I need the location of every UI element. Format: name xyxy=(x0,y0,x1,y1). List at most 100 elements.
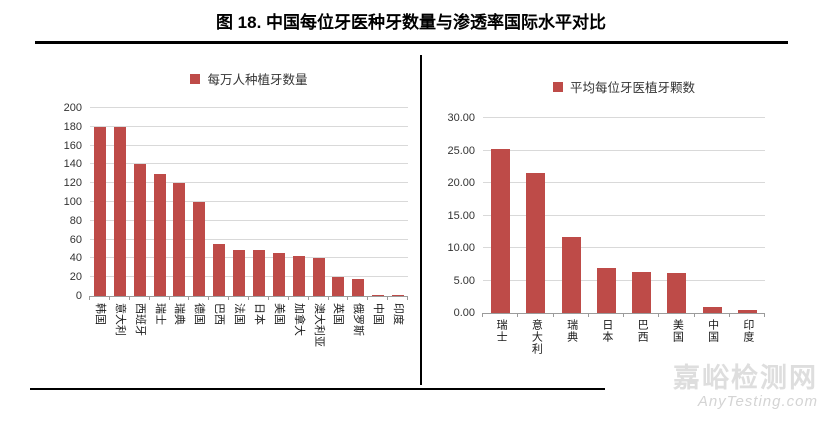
x-tick xyxy=(307,296,309,300)
bar xyxy=(93,126,106,296)
gridline xyxy=(90,219,408,221)
bar-slot xyxy=(170,108,190,296)
bar xyxy=(491,148,511,313)
watermark-english: AnyTesting.com xyxy=(697,392,818,410)
x-tick xyxy=(482,313,483,317)
x-axis-label-cell: 美国 xyxy=(659,319,694,355)
bar xyxy=(526,173,546,313)
x-axis-label-cell: 意大利 xyxy=(518,319,553,355)
bottom-rule xyxy=(30,388,605,390)
x-tick xyxy=(188,296,190,300)
x-axis-label: 俄罗斯 xyxy=(352,303,365,336)
bar xyxy=(392,294,405,296)
y-axis-label: 15.00 xyxy=(447,209,475,222)
bar-slot xyxy=(269,108,289,296)
bar-slot xyxy=(624,118,659,313)
x-axis-label-cell: 中国 xyxy=(368,302,388,376)
x-axis-label: 美国 xyxy=(671,319,684,343)
left-chart: 每万人种植牙数量 0 20 40 60 80 100 120 140 160 180 200 韩国 意大… xyxy=(30,55,415,400)
x-axis-labels: 韩国 意大利 西班牙 瑞士 瑞典 德国 巴西 法国 日本 美国 加拿大 澳大利亚 英国 俄罗斯 中国 印度 xyxy=(90,302,408,376)
x-tick xyxy=(623,313,624,317)
x-tick xyxy=(764,313,765,317)
x-axis-label: 中国 xyxy=(706,319,719,343)
x-axis-label: 日本 xyxy=(252,303,265,325)
bar xyxy=(153,173,166,296)
x-tick xyxy=(347,296,349,300)
x-axis-label: 瑞士 xyxy=(153,303,166,325)
x-axis-label-cell: 俄罗斯 xyxy=(348,302,368,376)
x-axis-label-cell: 韩国 xyxy=(90,302,110,376)
bar xyxy=(702,306,722,313)
gridline xyxy=(483,247,765,249)
x-axis-label-cell: 瑞典 xyxy=(554,319,589,355)
gridline xyxy=(90,257,408,259)
bar-slot xyxy=(130,108,150,296)
x-axis-label: 西班牙 xyxy=(133,303,146,336)
bar xyxy=(312,258,325,296)
x-axis-label-cell: 法国 xyxy=(229,302,249,376)
bar xyxy=(596,267,616,313)
gridline xyxy=(483,279,765,281)
gridline xyxy=(483,182,765,184)
x-tick xyxy=(327,296,329,300)
x-axis-label: 印度 xyxy=(741,319,754,343)
bar xyxy=(352,279,365,296)
x-axis-label: 巴西 xyxy=(636,319,649,343)
x-axis-label-cell: 印度 xyxy=(388,302,408,376)
x-tick xyxy=(693,313,695,317)
y-axis-label: 160 xyxy=(63,139,82,152)
x-axis-label: 印度 xyxy=(392,303,405,325)
bar-slot xyxy=(209,108,229,296)
bar-slot xyxy=(659,118,694,313)
left-chart-legend: 每万人种植牙数量 xyxy=(90,69,408,88)
gridline xyxy=(90,125,408,127)
x-tick xyxy=(248,296,249,300)
x-axis-label: 意大利 xyxy=(113,303,126,336)
bar xyxy=(113,126,126,296)
y-axis-label: 100 xyxy=(63,196,82,208)
x-axis-label: 德国 xyxy=(193,303,206,325)
x-axis-label: 澳大利亚 xyxy=(312,303,325,347)
x-axis-label-cell: 中国 xyxy=(695,319,730,355)
bar xyxy=(632,272,652,313)
x-axis-label-cell: 瑞士 xyxy=(150,302,170,376)
gridline xyxy=(483,214,765,216)
x-axis-label-cell: 澳大利亚 xyxy=(309,302,329,376)
x-tick xyxy=(208,296,210,300)
gridline xyxy=(90,276,408,278)
right-chart-plot-area: 0.00 5.00 10.00 15.00 20.00 25.00 30.00 瑞士 意大利 瑞典… xyxy=(447,112,765,355)
x-tick xyxy=(552,313,554,317)
bar-slot xyxy=(229,108,249,296)
legend-label: 每万人种植牙数量 xyxy=(207,73,308,87)
bar xyxy=(292,255,305,296)
bar-series xyxy=(483,118,765,313)
x-tick xyxy=(89,296,90,300)
x-tick xyxy=(168,296,170,300)
x-axis-label: 意大利 xyxy=(530,319,543,355)
x-axis-label-cell: 加拿大 xyxy=(289,302,309,376)
watermark: 嘉峪检测网 AnyTesting.com xyxy=(673,363,818,410)
x-axis-label-cell: 瑞士 xyxy=(483,319,518,355)
y-axis-label: 120 xyxy=(63,177,82,190)
x-axis-label: 中国 xyxy=(372,303,385,325)
gridline xyxy=(90,144,408,146)
legend-marker-icon xyxy=(190,73,201,84)
y-axis-label: 20.00 xyxy=(447,177,475,190)
y-axis-label: 0.00 xyxy=(453,307,475,319)
y-axis-label: 25.00 xyxy=(447,144,475,157)
bar-slot xyxy=(554,118,589,313)
bar-slot xyxy=(289,108,309,296)
x-axis-label: 巴西 xyxy=(213,303,226,325)
bar-slot xyxy=(150,108,170,296)
y-axis-label: 20 xyxy=(69,271,82,284)
x-axis-label-cell: 德国 xyxy=(189,302,209,376)
gridline xyxy=(90,182,408,184)
gridline xyxy=(483,117,765,118)
gridline xyxy=(483,149,765,151)
y-axis-label: 40 xyxy=(69,252,82,265)
bar-slot xyxy=(388,108,408,296)
bar-slot xyxy=(518,118,553,313)
x-tick xyxy=(228,296,230,300)
x-tick xyxy=(587,313,589,317)
watermark-chinese: 嘉峪检测网 xyxy=(673,363,818,393)
